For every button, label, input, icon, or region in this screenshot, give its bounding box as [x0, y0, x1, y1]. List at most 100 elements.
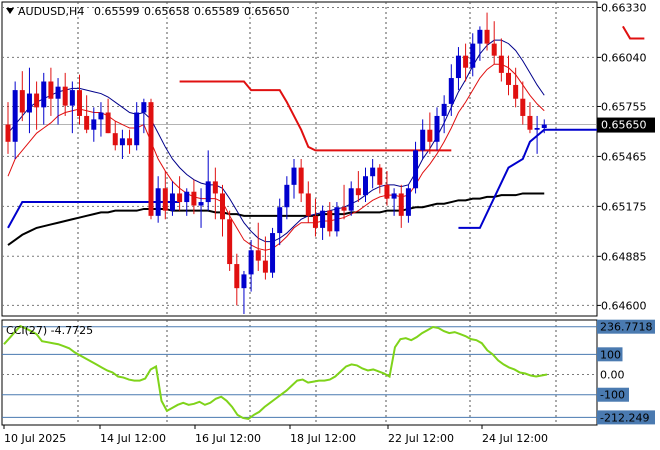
candle-body: [62, 86, 68, 106]
candle-body: [119, 138, 125, 146]
symbol-label: AUDUSD,H4: [18, 5, 84, 18]
candle-body: [220, 193, 225, 220]
candle-body: [148, 102, 154, 216]
candle-body: [470, 43, 476, 68]
candle-body: [162, 188, 168, 211]
candle-body: [169, 193, 175, 211]
candle-body: [270, 233, 276, 273]
cci-tick-label: -100: [600, 389, 625, 402]
candle-body: [5, 124, 11, 142]
candle-body: [305, 193, 311, 216]
candle-body: [248, 250, 254, 275]
moving-average-black-series: [7, 192, 545, 246]
moving-average-black-line: [7, 192, 545, 246]
cci-line: [3, 324, 548, 421]
candle-body: [212, 181, 218, 194]
cci-tick-label: 0.00: [600, 369, 625, 382]
candle-body: [198, 202, 204, 206]
candle-body: [26, 93, 32, 113]
moving-average-red-line: [7, 63, 545, 251]
candle-body: [91, 119, 97, 130]
candle-body: [398, 193, 404, 216]
candle-body: [84, 115, 90, 130]
candle-body: [48, 81, 54, 99]
candle-body: [262, 260, 268, 273]
time-tick-label: 24 Jul 12:00: [482, 432, 548, 445]
candle-body: [506, 72, 511, 85]
stop-line-red: [179, 80, 452, 152]
candle-body: [334, 207, 340, 232]
price-tick-label: 0.66330: [601, 1, 647, 14]
candle-body: [105, 112, 111, 134]
price-y-axis: 0.66330 0.66040 0.65755 0.65465 0.65175 0.648…: [597, 1, 647, 312]
cci-level-badge: [597, 410, 655, 425]
candle-body: [77, 90, 82, 116]
candle-body: [134, 112, 140, 146]
price-tick-label: 0.65755: [601, 100, 647, 113]
time-tick-label: 14 Jul 12:00: [100, 432, 166, 445]
candle-body: [98, 112, 104, 120]
cci-series: [3, 324, 548, 421]
candle-body: [520, 98, 526, 116]
stop-line-red: [622, 25, 645, 40]
time-tick-label: 18 Jul 12:00: [290, 432, 356, 445]
candle-body: [498, 55, 504, 73]
candle-body: [141, 102, 147, 113]
candle-body: [312, 215, 318, 228]
moving-average-blue-series: [7, 39, 545, 243]
candles: [5, 12, 547, 314]
stop-lines: [7, 25, 645, 229]
cci-grid: [2, 320, 597, 425]
ohlc-open: 0.65599: [94, 5, 140, 18]
cci-level-badge: [597, 347, 623, 362]
cci-level-badge: [597, 387, 629, 402]
price-panel: [1, 1, 598, 317]
candle-body: [205, 181, 211, 203]
cci-tick-label: 100: [600, 348, 621, 361]
moving-average-red-series: [7, 63, 545, 251]
candle-body: [184, 191, 190, 203]
candle-body: [348, 188, 354, 211]
time-x-axis: 10 Jul 2025 14 Jul 12:00 16 Jul 12:00 18 Ju…: [3, 425, 548, 445]
candle-body: [427, 129, 433, 142]
candle-body: [434, 115, 440, 142]
candle-body: [477, 29, 483, 44]
candle-body: [320, 210, 326, 228]
svg-text:0.65650: 0.65650: [601, 119, 647, 132]
candle-body: [191, 191, 197, 206]
candle-body: [377, 167, 383, 185]
price-tick-label: 0.66040: [601, 51, 647, 64]
moving-average-blue-line: [7, 39, 545, 243]
candle-body: [277, 207, 283, 234]
candle-body: [327, 210, 333, 232]
ohlc-close: 0.65650: [244, 5, 290, 18]
stop-line-blue: [7, 201, 180, 229]
stop-line-blue: [458, 128, 609, 229]
candle-body: [513, 84, 519, 99]
candle-body: [255, 250, 261, 261]
candle-body: [405, 188, 411, 216]
candle-body: [298, 167, 304, 194]
symbol-dropdown-icon[interactable]: [6, 8, 14, 14]
candle-body: [370, 167, 376, 177]
candle-body: [413, 150, 419, 189]
candle-body: [291, 167, 297, 185]
candle-body: [19, 90, 25, 113]
candle-body: [341, 207, 347, 211]
candle-body: [284, 184, 290, 208]
candle-body: [384, 184, 390, 199]
candle-body: [69, 90, 75, 106]
candle-body: [355, 188, 361, 196]
price-tick-label: 0.64885: [601, 250, 647, 263]
candle-body: [241, 274, 247, 289]
candle-body: [491, 43, 497, 56]
ohlc-high: 0.65658: [144, 5, 190, 18]
candle-body: [234, 264, 240, 289]
price-tick-label: 0.65175: [601, 200, 647, 213]
cci-y-axis: 236.7718 100 0.00 -100 -212.249: [597, 319, 655, 425]
current-price-badge: 0.65650: [597, 117, 655, 133]
candle-body: [463, 55, 469, 68]
candle-body: [448, 78, 454, 104]
candle-body: [12, 90, 18, 142]
